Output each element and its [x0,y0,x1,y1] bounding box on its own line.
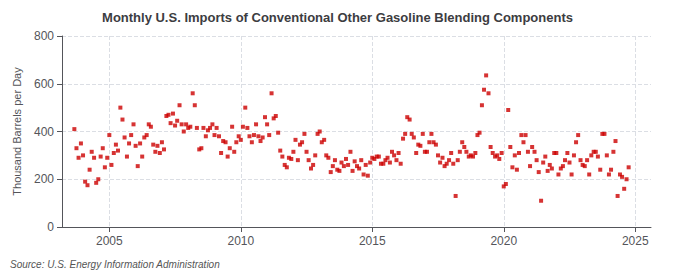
svg-text:Monthly U.S. Imports of Conven: Monthly U.S. Imports of Conventional Oth… [102,10,573,25]
svg-text:400: 400 [34,125,54,139]
svg-text:600: 600 [34,77,54,91]
svg-text:2010: 2010 [227,234,254,248]
svg-text:2015: 2015 [359,234,386,248]
svg-text:Source: U.S. Energy Informatio: Source: U.S. Energy Information Administ… [10,259,220,270]
svg-text:2025: 2025 [622,234,649,248]
svg-text:2020: 2020 [490,234,517,248]
svg-text:Thousand Barrels per Day: Thousand Barrels per Day [11,67,23,196]
svg-text:800: 800 [34,29,54,43]
svg-text:0: 0 [47,220,54,234]
svg-text:200: 200 [34,172,54,186]
svg-text:2005: 2005 [96,234,123,248]
